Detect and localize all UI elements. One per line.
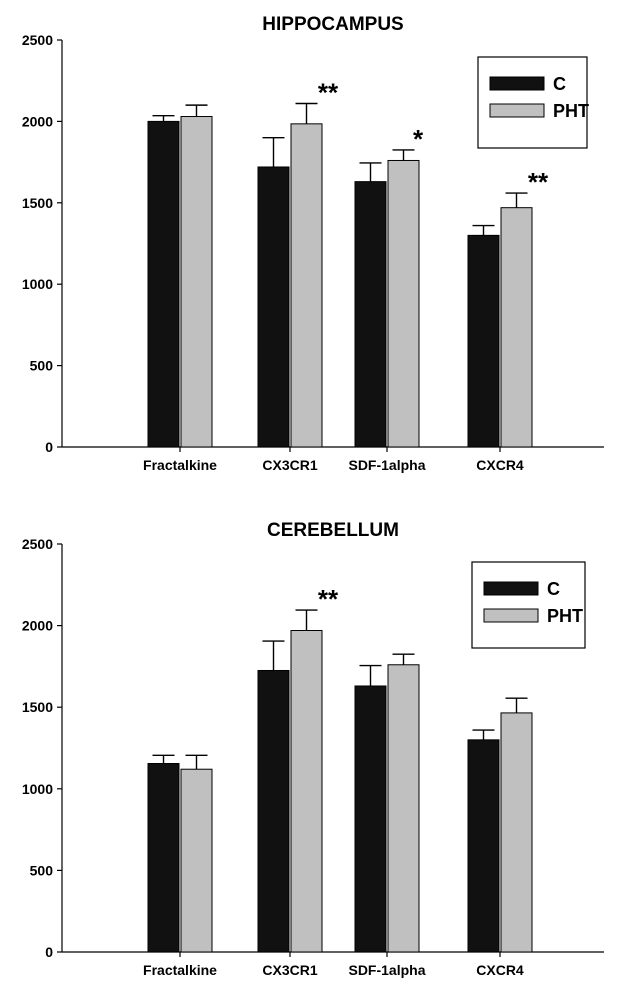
legend-label-c: C <box>553 74 566 94</box>
significance-marker: ** <box>318 584 339 614</box>
x-tick-label: Fractalkine <box>143 962 217 978</box>
significance-marker: ** <box>528 167 549 197</box>
y-tick-label: 1000 <box>22 276 53 292</box>
y-tick-label: 2000 <box>22 618 53 634</box>
legend-label-pht: PHT <box>547 606 583 626</box>
legend: C PHT <box>477 56 589 149</box>
bar-c-cxcr4 <box>467 234 500 448</box>
bar-c-cx3cr1 <box>257 669 290 953</box>
bar-pht-cx3cr1 <box>290 123 323 448</box>
legend-label-pht: PHT <box>553 101 589 121</box>
x-tick-label: CX3CR1 <box>262 457 317 473</box>
y-tick-label: 1500 <box>22 195 53 211</box>
bar-pht-fractalkine <box>180 768 213 953</box>
legend-label-c: C <box>547 579 560 599</box>
y-tick-label: 2000 <box>22 113 53 129</box>
legend-box <box>471 561 586 649</box>
bar-c-cxcr4 <box>467 739 500 953</box>
bar-pht-cxcr4 <box>500 207 533 448</box>
chart-panel-1: HIPPOCAMPUS 0 500 1000 1500 2000 2500 Fractalki… <box>22 14 604 473</box>
x-tick-label: CX3CR1 <box>262 962 317 978</box>
legend: C PHT <box>471 561 586 649</box>
bar-pht-cxcr4 <box>500 712 533 953</box>
bar-c-sdf-1alpha <box>354 181 387 448</box>
x-tick-label: CXCR4 <box>476 457 524 473</box>
bar-c-sdf-1alpha <box>354 685 387 953</box>
chart-title: CEREBELLUM <box>267 520 399 541</box>
y-tick-label: 0 <box>45 439 53 455</box>
x-tick-label: Fractalkine <box>143 457 217 473</box>
bar-pht-cx3cr1 <box>290 629 323 953</box>
significance-marker: * <box>413 124 424 154</box>
legend-swatch-c <box>489 76 545 91</box>
bar-pht-fractalkine <box>180 116 213 448</box>
bar-c-fractalkine <box>147 763 180 953</box>
y-tick-label: 0 <box>45 944 53 960</box>
x-tick-label: SDF-1alpha <box>348 962 425 978</box>
bar-pht-sdf-1alpha <box>387 664 420 953</box>
legend-swatch-pht <box>489 103 545 118</box>
chart-title: HIPPOCAMPUS <box>262 14 403 35</box>
y-tick-label: 2500 <box>22 536 53 552</box>
legend-swatch-pht <box>483 608 539 623</box>
chart-panel-2: CEREBELLUM 0 500 1000 1500 2000 2500 Fractalkin… <box>22 520 604 978</box>
y-tick-label: 1500 <box>22 699 53 715</box>
significance-marker: ** <box>318 77 339 107</box>
bar-pht-sdf-1alpha <box>387 159 420 448</box>
y-tick-label: 500 <box>30 358 54 374</box>
legend-box <box>477 56 588 149</box>
x-tick-label: CXCR4 <box>476 962 524 978</box>
y-tick-label: 1000 <box>22 781 53 797</box>
y-tick-label: 500 <box>30 862 54 878</box>
y-tick-label: 2500 <box>22 32 53 48</box>
bar-c-cx3cr1 <box>257 166 290 448</box>
bar-c-fractalkine <box>147 120 180 448</box>
x-tick-label: SDF-1alpha <box>348 457 425 473</box>
legend-swatch-c <box>483 581 539 596</box>
